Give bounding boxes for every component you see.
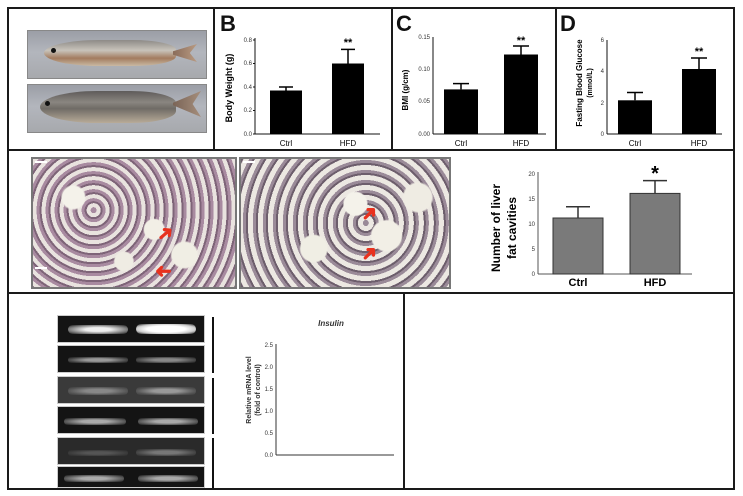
tissue-bracket: [212, 317, 214, 373]
gel-muscle-bactin: [57, 466, 205, 488]
svg-text:Ctrl: Ctrl: [455, 139, 468, 148]
gel-liver-bactin: [57, 345, 205, 373]
svg-text:6: 6: [601, 38, 605, 44]
svg-text:Ctrl: Ctrl: [629, 139, 642, 148]
svg-text:fat cavities: fat cavities: [505, 197, 519, 259]
svg-text:0.0: 0.0: [265, 453, 274, 459]
svg-text:*: *: [651, 163, 659, 185]
svg-text:5: 5: [532, 247, 536, 253]
tissue-bracket: [212, 438, 214, 488]
svg-text:0: 0: [601, 132, 605, 138]
red-arrow-icon: ➜: [155, 260, 172, 282]
tissue-bracket: [212, 378, 214, 434]
svg-text:0.8: 0.8: [244, 38, 253, 44]
svg-text:0.15: 0.15: [418, 35, 430, 41]
svg-text:HFD: HFD: [644, 277, 667, 288]
gel-muscle-insulin: [57, 437, 205, 465]
y-axis-label: Body Weight (g): [224, 54, 234, 123]
scale-bar: [35, 267, 47, 269]
histology-hfd: ➜ ➜: [239, 157, 451, 289]
svg-text:0.6: 0.6: [244, 61, 253, 67]
svg-text:HFD: HFD: [340, 139, 357, 148]
histology-caption-ctrl: [35, 161, 47, 163]
svg-text:2.0: 2.0: [265, 365, 274, 371]
chart-insulin-mrna: Insulin Relative mRNA level (fold of con…: [234, 300, 402, 475]
svg-text:BMI (g/cm): BMI (g/cm): [401, 69, 410, 110]
svg-text:0.4: 0.4: [244, 85, 253, 91]
panel-d-label: D: [560, 11, 576, 36]
svg-text:0: 0: [532, 272, 536, 278]
histology-caption-hfd: [243, 161, 255, 163]
svg-text:Relative mRNA level: Relative mRNA level: [246, 356, 253, 423]
panel-g-frame: [403, 292, 735, 490]
svg-text:**: **: [517, 35, 526, 47]
svg-text:0.00: 0.00: [418, 132, 430, 138]
svg-text:0.10: 0.10: [418, 67, 430, 73]
panel-b-label: B: [220, 11, 236, 36]
svg-text:1.5: 1.5: [265, 387, 274, 393]
histology-ctrl: ➜ ➜: [31, 157, 237, 289]
svg-text:0.5: 0.5: [265, 431, 274, 437]
fish-photo-hfd: [27, 84, 207, 133]
svg-text:HFD: HFD: [513, 139, 530, 148]
svg-text:10: 10: [528, 222, 535, 228]
gel-brain-bactin: [57, 406, 205, 434]
svg-text:Ctrl: Ctrl: [569, 277, 588, 288]
svg-text:15: 15: [528, 197, 535, 203]
svg-text:4: 4: [601, 69, 605, 75]
svg-text:1.0: 1.0: [265, 409, 274, 415]
chart-bmi: BMI (g/cm) 0.00 0.05 0.10 0.15 ** Ctrl HFD: [398, 28, 554, 150]
svg-text:0.05: 0.05: [418, 99, 430, 105]
chart-body-weight: Body Weight (g) 0.0 0.2 0.4 0.6 0.8 ** Ctrl …: [222, 28, 390, 150]
svg-text:(mmol/L): (mmol/L): [587, 68, 594, 98]
panel-c-label: C: [396, 11, 412, 36]
fish-photo-ctrl: [27, 30, 207, 79]
svg-text:Fasting Blood Glucose: Fasting Blood Glucose: [575, 39, 584, 127]
svg-text:Ctrl: Ctrl: [280, 139, 293, 148]
gel-liver-insulin: [57, 315, 205, 343]
svg-text:(fold of control): (fold of control): [255, 364, 262, 416]
svg-text:0.0: 0.0: [244, 132, 253, 138]
gel-brain-insulin: [57, 376, 205, 404]
svg-text:**: **: [344, 37, 353, 49]
svg-text:2.5: 2.5: [265, 343, 274, 349]
svg-text:Number of liver: Number of liver: [489, 184, 503, 272]
svg-text:**: **: [695, 46, 704, 58]
svg-text:20: 20: [528, 172, 535, 178]
chart-fasting-glucose: Fasting Blood Glucose (mmol/L) 0 2 4 6 ** C…: [574, 28, 732, 150]
chart-liver-fat-cavities: Number of liver fat cavities 0 5 10 15 20 * …: [480, 158, 700, 288]
svg-text:0.2: 0.2: [244, 108, 253, 114]
svg-text:2: 2: [601, 101, 605, 107]
svg-text:Insulin: Insulin: [318, 319, 344, 328]
svg-text:HFD: HFD: [691, 139, 708, 148]
